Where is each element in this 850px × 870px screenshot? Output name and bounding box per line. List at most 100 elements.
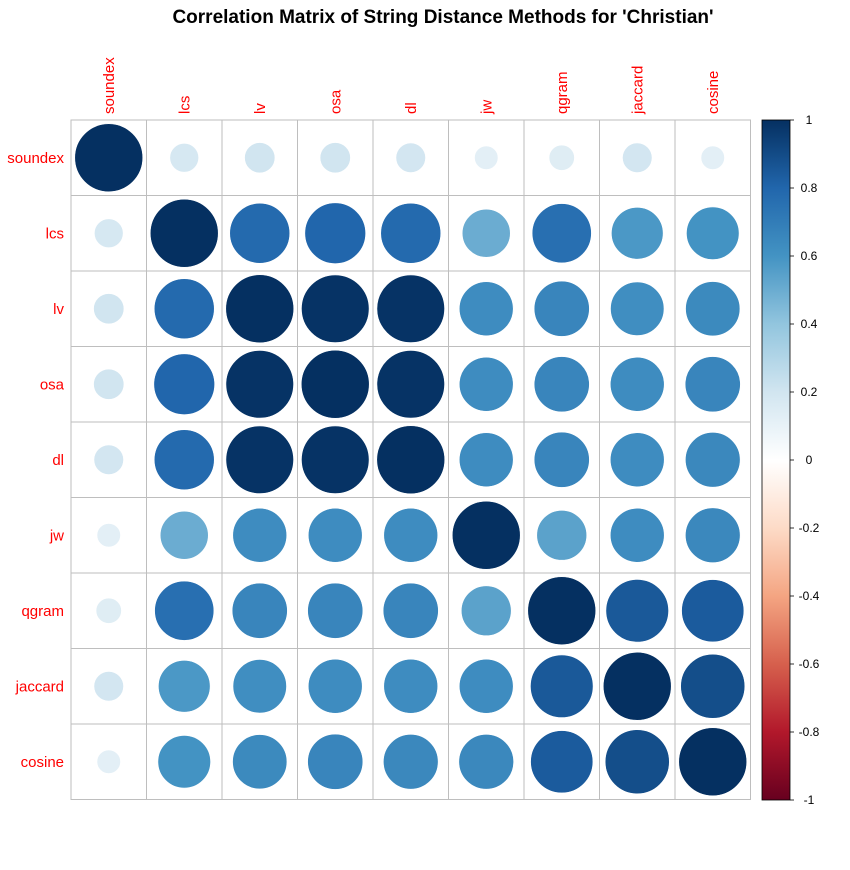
corr-circle-jaccard-lcs <box>158 660 211 713</box>
corr-circle-lv-jaccard <box>610 281 665 336</box>
colorbar-tick-label: 0.2 <box>801 385 818 399</box>
corr-circle-lv-soundex <box>93 293 125 325</box>
corr-circle-lcs-lcs <box>149 198 219 268</box>
corr-circle-qgram-osa <box>307 582 364 639</box>
corr-circle-jw-jaccard <box>609 507 665 563</box>
corr-circle-cosine-soundex <box>96 749 121 774</box>
column-label-cosine: cosine <box>705 71 722 114</box>
row-label-osa: osa <box>40 376 65 393</box>
corr-circle-osa-dl <box>376 350 445 419</box>
row-label-lv: lv <box>53 301 64 318</box>
corr-circle-osa-jaccard <box>609 356 665 412</box>
corr-circle-jw-osa <box>307 507 363 563</box>
corr-circle-lcs-cosine <box>686 206 740 260</box>
corr-circle-qgram-soundex <box>95 597 122 624</box>
column-label-lcs: lcs <box>176 96 193 114</box>
corr-circle-lv-cosine <box>685 281 741 337</box>
corr-circle-soundex-lcs <box>169 143 199 173</box>
corr-circle-jaccard-soundex <box>93 671 124 702</box>
corr-circle-soundex-soundex <box>74 123 144 193</box>
corr-circle-jw-qgram <box>536 509 588 561</box>
corr-circle-lv-lcs <box>153 278 215 340</box>
corr-circle-dl-lv <box>225 425 294 494</box>
column-label-dl: dl <box>403 102 420 114</box>
colorbar-tick-label: -0.8 <box>799 725 820 739</box>
corr-circle-cosine-cosine <box>678 727 748 797</box>
column-label-osa: osa <box>327 89 344 114</box>
row-label-lcs: lcs <box>46 225 64 242</box>
corr-circle-cosine-jaccard <box>604 729 670 795</box>
corr-circle-osa-qgram <box>533 356 590 413</box>
corr-circle-lcs-dl <box>380 202 442 264</box>
column-label-jaccard: jaccard <box>629 66 646 115</box>
colorbar-tick-label: -0.2 <box>799 521 820 535</box>
column-label-lv: lv <box>252 103 269 114</box>
corr-circle-dl-jaccard <box>609 432 665 488</box>
corr-circle-dl-lcs <box>153 429 215 491</box>
colorbar-tick-label: -0.4 <box>799 589 820 603</box>
corr-circle-cosine-jw <box>458 734 514 790</box>
corr-circle-cosine-dl <box>383 734 439 790</box>
corr-circle-soundex-lv <box>244 142 276 174</box>
corr-circle-jw-jw <box>451 500 521 570</box>
corr-circle-qgram-jaccard <box>605 579 669 643</box>
column-labels: soundex lcs lv osa dl jw qgram jaccard cosine <box>101 57 722 115</box>
corr-circle-jaccard-cosine <box>680 653 746 719</box>
corr-circle-lv-lv <box>225 274 295 344</box>
corr-circle-lv-dl <box>376 274 445 343</box>
corr-circle-soundex-osa <box>319 142 351 174</box>
corr-circle-soundex-jaccard <box>622 142 653 173</box>
column-label-jw: jw <box>478 100 495 115</box>
corr-circle-qgram-jw <box>460 585 512 637</box>
corr-circle-cosine-qgram <box>530 730 594 794</box>
corr-circle-osa-jw <box>458 356 514 412</box>
grid-cell <box>599 119 676 196</box>
corr-circle-lv-jw <box>458 281 514 337</box>
corr-circle-lcs-osa <box>304 202 366 264</box>
corr-circle-jw-soundex <box>96 523 121 548</box>
row-label-qgram: qgram <box>21 603 64 620</box>
row-label-jw: jw <box>49 527 64 544</box>
corr-circle-osa-lcs <box>153 353 215 415</box>
colorbar-tick-label: 1 <box>806 113 813 127</box>
corr-circle-lcs-soundex <box>94 218 124 248</box>
correlation-circles <box>74 123 748 797</box>
corr-circle-dl-dl <box>376 425 446 495</box>
corr-circle-lcs-lv <box>229 202 291 264</box>
corr-circle-osa-osa <box>300 349 370 419</box>
corr-circle-qgram-dl <box>382 582 439 639</box>
corr-circle-dl-jw <box>458 432 514 488</box>
corr-circle-qgram-qgram <box>527 576 597 646</box>
corr-circle-jaccard-qgram <box>530 654 594 718</box>
corr-circle-jaccard-lv <box>232 659 287 714</box>
corr-circle-jaccard-dl <box>383 658 439 714</box>
corr-circle-cosine-osa <box>307 733 364 790</box>
row-label-dl: dl <box>52 452 64 469</box>
corr-circle-osa-soundex <box>93 368 125 400</box>
corr-circle-dl-qgram <box>533 431 590 488</box>
corr-circle-qgram-lv <box>231 582 288 639</box>
chart-title: Correlation Matrix of String Distance Me… <box>172 7 713 28</box>
corr-circle-soundex-cosine <box>700 145 725 170</box>
corr-circle-osa-cosine <box>684 356 741 413</box>
colorbar-tick-label: 0.8 <box>801 181 818 195</box>
column-label-qgram: qgram <box>554 71 571 114</box>
column-label-soundex: soundex <box>101 57 118 114</box>
corr-circle-jw-lv <box>232 507 288 563</box>
corr-circle-jw-lcs <box>159 510 209 560</box>
corr-circle-qgram-lcs <box>154 580 215 641</box>
corr-circle-cosine-lcs <box>157 735 211 789</box>
corr-circle-jaccard-jaccard <box>602 651 672 721</box>
corr-circle-lv-osa <box>301 274 370 343</box>
row-label-soundex: soundex <box>7 150 64 167</box>
corr-circle-jaccard-jw <box>458 658 514 714</box>
row-label-jaccard: jaccard <box>15 678 64 695</box>
colorbar-gradient <box>761 119 791 801</box>
corr-circle-jaccard-osa <box>307 658 363 714</box>
colorbar-tick-label: 0.6 <box>801 249 818 263</box>
corr-circle-dl-osa <box>301 425 370 494</box>
corr-circle-soundex-jw <box>474 145 499 170</box>
corr-circle-jw-dl <box>383 507 439 563</box>
